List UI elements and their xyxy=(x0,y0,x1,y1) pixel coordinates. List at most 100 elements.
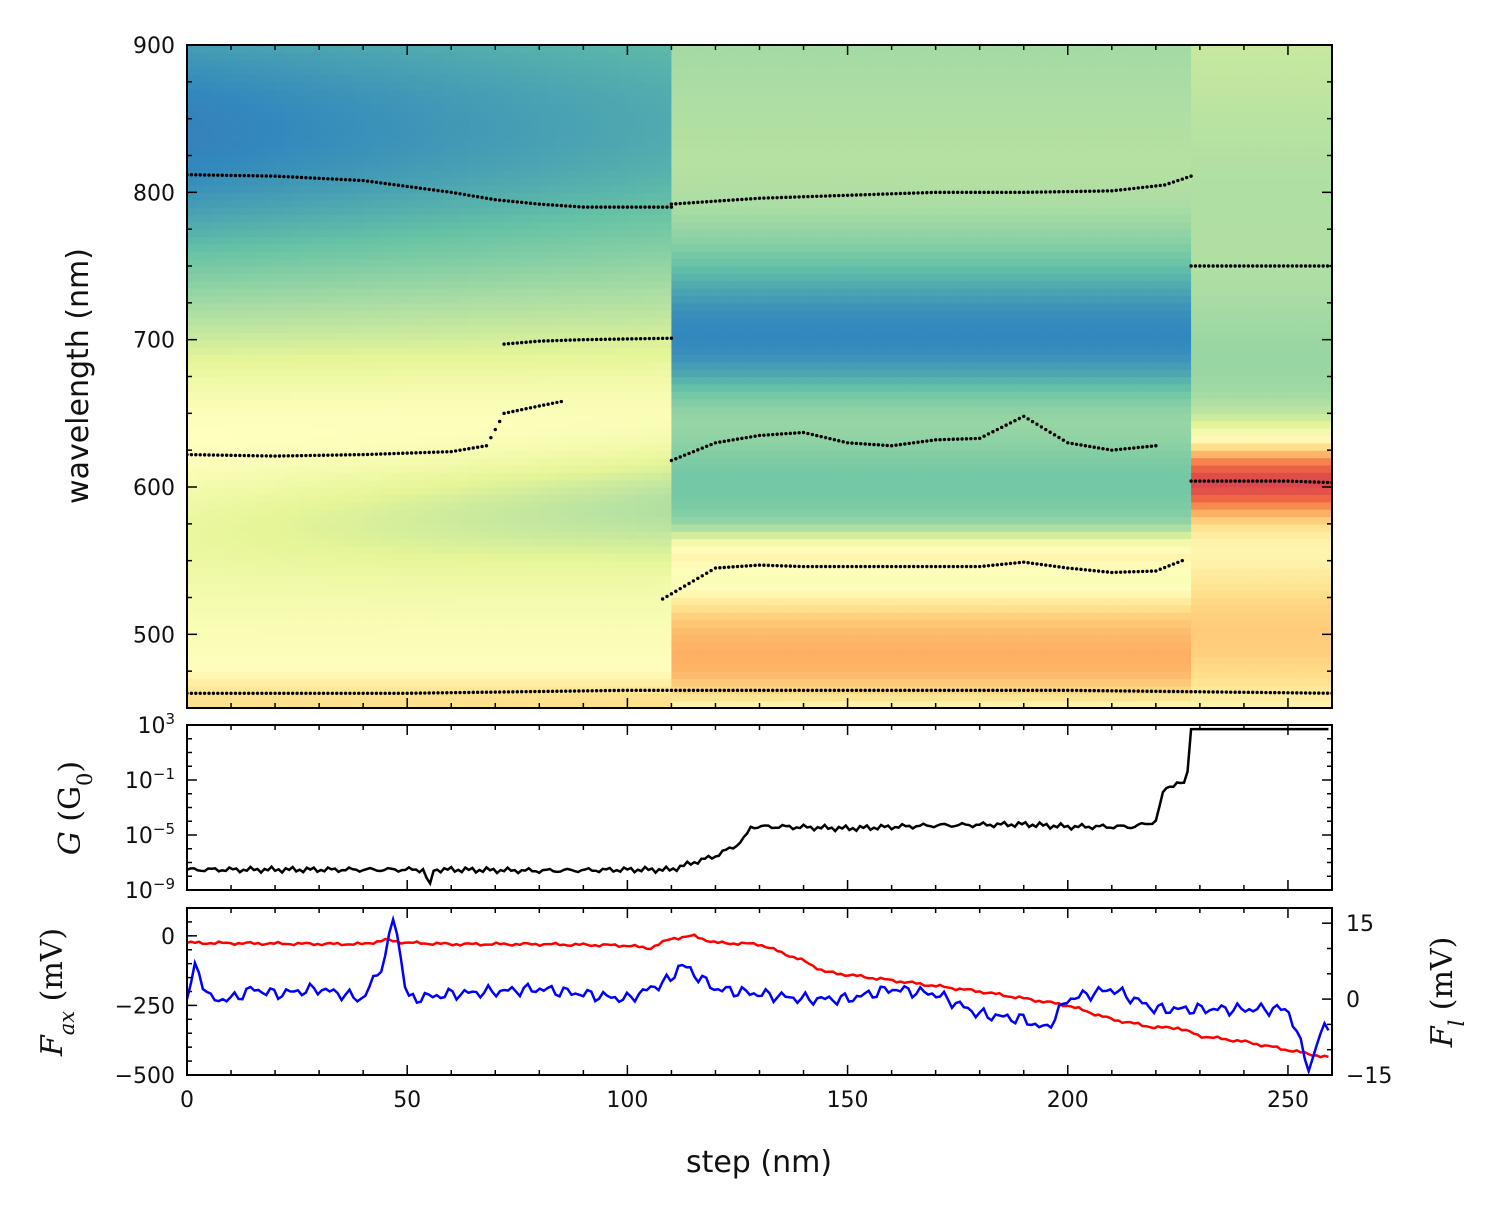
heatmap-cell xyxy=(521,450,532,459)
heatmap-cell xyxy=(477,74,488,83)
heatmap-cell xyxy=(231,405,241,414)
heatmap-cell xyxy=(574,59,584,68)
heatmap-cell xyxy=(266,612,276,621)
heatmap-cell xyxy=(231,229,241,238)
heatmap-cell xyxy=(222,369,232,378)
heatmap-cell xyxy=(662,295,673,304)
heatmap-cell xyxy=(565,52,576,61)
heatmap-cell xyxy=(398,177,408,186)
heatmap-cell xyxy=(548,487,558,495)
heatmap-cell xyxy=(239,126,250,134)
heatmap-cell xyxy=(636,45,646,53)
heatmap-cell xyxy=(451,192,461,201)
heatmap-cell xyxy=(389,582,399,591)
heatmap-cell xyxy=(548,45,558,53)
heatmap-cell xyxy=(195,96,206,105)
heatmap-cell xyxy=(275,155,285,164)
heatmap-cell xyxy=(556,516,567,525)
heatmap-cell xyxy=(371,671,382,680)
heatmap-cell xyxy=(424,420,435,429)
heatmap-cell xyxy=(592,354,602,363)
heatmap-cell xyxy=(556,192,567,201)
heatmap-cell xyxy=(371,52,382,61)
heatmap-cell xyxy=(512,288,523,297)
heatmap-cell xyxy=(592,450,602,459)
heatmap-cell xyxy=(636,553,646,562)
heatmap-cell xyxy=(486,155,496,164)
heatmap-cell xyxy=(512,155,523,164)
heatmap-cell xyxy=(627,457,637,466)
heatmap-cell xyxy=(407,52,417,61)
heatmap-cell xyxy=(336,317,347,326)
heatmap-cell xyxy=(222,582,232,591)
heatmap-cell xyxy=(627,538,637,547)
heatmap-cell xyxy=(574,678,584,687)
heatmap-cell xyxy=(266,192,276,201)
heatmap-cell xyxy=(354,656,364,665)
heatmap-cell xyxy=(195,501,206,510)
heatmap-cell xyxy=(662,568,673,576)
heatmap-cell xyxy=(231,435,241,444)
heatmap-cell xyxy=(521,266,532,274)
heatmap-cell xyxy=(257,501,267,510)
heatmap-cell xyxy=(213,140,223,149)
heatmap-cell xyxy=(627,140,637,149)
heatmap-cell xyxy=(468,288,479,297)
heatmap-cell xyxy=(548,678,558,687)
heatmap-cell xyxy=(398,310,408,319)
heatmap-cell xyxy=(433,693,444,702)
heatmap-cell xyxy=(645,266,655,274)
heatmap-cell xyxy=(565,324,576,333)
heatmap-cell xyxy=(380,420,391,429)
heatmap-cell xyxy=(442,509,452,518)
heatmap-cell xyxy=(583,155,593,164)
heatmap-cell xyxy=(468,700,479,708)
heatmap-cell xyxy=(653,398,664,407)
heatmap-cell xyxy=(583,479,593,488)
heatmap-cell xyxy=(257,457,267,466)
heatmap-cell xyxy=(310,457,320,466)
heatmap-cell xyxy=(266,568,276,576)
heatmap-cell xyxy=(662,649,673,658)
heatmap-cell xyxy=(257,184,267,193)
heatmap-cell xyxy=(530,170,540,179)
heatmap-cell xyxy=(600,280,611,289)
heatmap-cell xyxy=(645,626,655,635)
heatmap-cell xyxy=(371,663,382,672)
heatmap-cell xyxy=(512,96,523,105)
heatmap-cell xyxy=(530,509,540,518)
heatmap-cell xyxy=(556,457,567,466)
heatmap-cell xyxy=(495,302,505,311)
heatmap-cell xyxy=(204,560,215,569)
heatmap-cell xyxy=(275,626,285,635)
heatmap-cell xyxy=(433,516,444,525)
heatmap-cell xyxy=(283,133,294,142)
heatmap-cell xyxy=(257,442,267,451)
heatmap-cell xyxy=(222,509,232,518)
heatmap-cell xyxy=(662,450,673,459)
heatmap-cell xyxy=(407,339,417,348)
heatmap-cell xyxy=(231,192,241,201)
heatmap-cell xyxy=(653,266,664,274)
heatmap-cell xyxy=(486,582,496,591)
heatmap-cell xyxy=(636,442,646,451)
heatmap-cell xyxy=(530,678,540,687)
heatmap-cell xyxy=(600,266,611,274)
heatmap-cell xyxy=(407,243,417,252)
heatmap-cell xyxy=(222,641,232,650)
heatmap-cell xyxy=(187,487,197,495)
heatmap-cell xyxy=(222,693,232,702)
heatmap-cell xyxy=(301,67,311,76)
heatmap-cell xyxy=(600,236,611,245)
heatmap-cell xyxy=(416,229,426,238)
heatmap-cell xyxy=(574,126,584,134)
heatmap-cell xyxy=(495,472,505,481)
heatmap-cell xyxy=(371,391,382,400)
heatmap-cell xyxy=(653,170,664,179)
heatmap-cell xyxy=(477,700,488,708)
heatmap-cell xyxy=(662,162,673,171)
heatmap-cell xyxy=(521,59,532,68)
heatmap-cell xyxy=(231,126,241,134)
heatmap-cell xyxy=(371,295,382,304)
heatmap-cell xyxy=(600,347,611,355)
